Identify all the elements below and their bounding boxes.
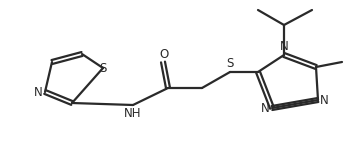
Text: N: N [320, 94, 329, 107]
Text: N: N [34, 86, 43, 99]
Text: S: S [99, 61, 107, 75]
Text: NH: NH [124, 107, 142, 120]
Text: O: O [160, 48, 169, 61]
Text: N: N [280, 40, 288, 53]
Text: N: N [261, 102, 270, 115]
Text: S: S [226, 57, 234, 70]
